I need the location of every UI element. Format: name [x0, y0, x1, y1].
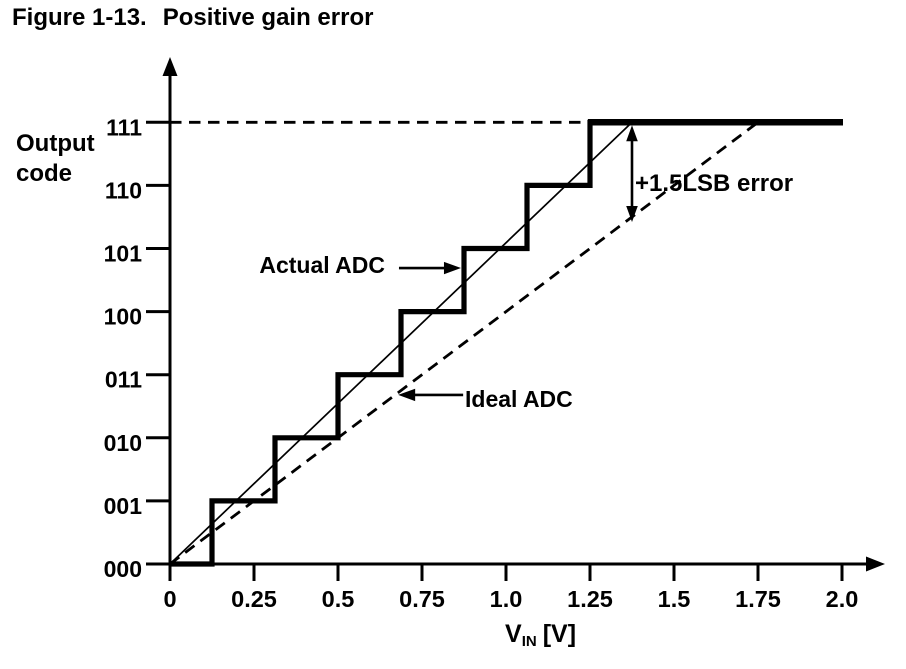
x-tick-label: 1.25: [567, 586, 613, 612]
annotation-ideal-adc: Ideal ADC: [465, 386, 573, 412]
x-tick-label: 0: [163, 586, 176, 612]
x-tick-label: 0.5: [322, 586, 355, 612]
y-tick-label: 100: [104, 304, 142, 330]
y-tick-label: 011: [105, 367, 142, 393]
x-tick-label: 1.0: [490, 586, 523, 612]
figure-label: Figure 1-13.: [12, 4, 147, 31]
y-tick-label: 001: [104, 493, 143, 519]
y-tick-label: 000: [104, 556, 142, 582]
y-axis-arrowhead: [162, 57, 178, 76]
y-tick-label: 110: [105, 177, 142, 203]
x-axis-subscript: IN: [521, 633, 537, 650]
callout-arrow-head-ideal: [398, 388, 416, 402]
callout-arrow-head-actual: [443, 261, 461, 275]
annotation-actual-adc: Actual ADC: [259, 252, 385, 278]
y-tick-label: 010: [104, 430, 142, 456]
figure-title: Positive gain error: [162, 4, 374, 31]
y-axis-title: Output code: [16, 129, 95, 189]
actual-adc-trend-line: [169, 121, 633, 565]
error-arrow-head-bottom: [626, 205, 638, 222]
y-axis-title-line1: Output: [16, 130, 95, 157]
annotation-error-label: +1.5LSB error: [635, 170, 794, 197]
staircase-actual-adc: [170, 119, 842, 567]
x-axis-arrowhead: [866, 556, 885, 572]
x-tick-label: 2.0: [826, 586, 859, 612]
y-tick-label: 101: [104, 241, 143, 267]
x-tick-label: 0.25: [231, 586, 277, 612]
x-axis-symbol: V: [505, 620, 522, 648]
ideal-adc-dashed-line: [169, 121, 759, 566]
y-axis-title-line2: code: [16, 160, 73, 187]
x-axis-title: VIN [V]: [505, 620, 576, 649]
x-axis-unit: [V]: [542, 620, 577, 648]
x-tick-label: 1.5: [658, 586, 691, 612]
error-arrow-head-top: [626, 125, 638, 142]
figure-caption: Figure 1-13. Positive gain error: [12, 4, 373, 32]
x-tick-label: 1.75: [735, 586, 781, 612]
x-tick-label: 0.75: [399, 586, 445, 612]
y-tick-label: 111: [106, 114, 142, 140]
